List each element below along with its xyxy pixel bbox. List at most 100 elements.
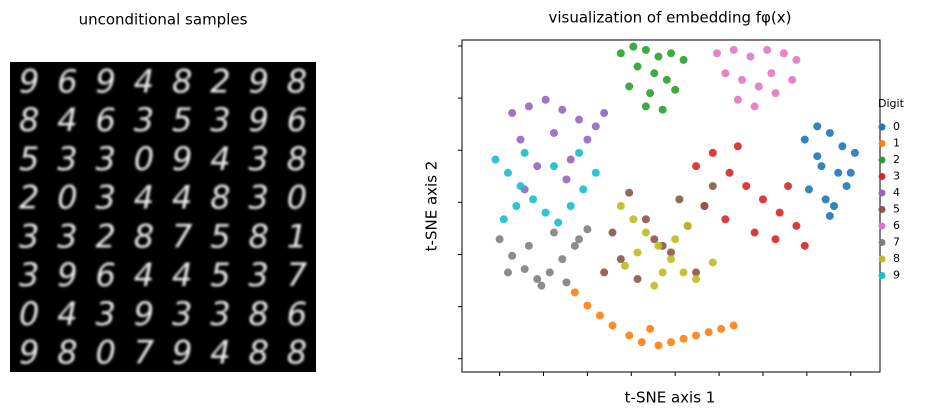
point (524, 102, 533, 111)
point (725, 168, 734, 177)
point (646, 89, 655, 98)
samples-title: unconditional samples (79, 11, 248, 29)
point (646, 324, 655, 333)
point (516, 182, 525, 191)
point (800, 135, 809, 144)
point (495, 235, 504, 244)
point (600, 268, 609, 277)
digit-sample: 3 (95, 295, 115, 333)
digit-sample: 5 (19, 140, 39, 178)
point (508, 251, 517, 260)
legend-marker (878, 206, 886, 213)
point (704, 328, 713, 337)
point (738, 75, 747, 84)
point (591, 122, 600, 131)
point (629, 215, 638, 224)
point (549, 228, 558, 237)
digit-sample: 3 (95, 140, 115, 178)
digit-sample: 5 (210, 217, 230, 255)
point (616, 255, 625, 264)
digit-sample: 8 (248, 334, 268, 372)
digit-sample: 8 (248, 217, 268, 255)
digit-sample: 3 (172, 295, 192, 333)
point (771, 235, 780, 244)
digit-sample: 6 (95, 256, 115, 294)
point (838, 142, 847, 151)
digit-sample: 3 (19, 256, 39, 294)
point (679, 334, 688, 343)
digit-sample: 5 (210, 256, 230, 294)
point (758, 195, 767, 204)
digit-sample: 6 (95, 101, 115, 139)
legend-title: Digit (878, 97, 905, 110)
digit-sample: 8 (172, 62, 192, 100)
point (575, 235, 584, 244)
digit-sample: 4 (134, 179, 154, 217)
point (742, 182, 751, 191)
point (621, 261, 630, 270)
point (779, 49, 788, 58)
point (549, 162, 558, 171)
legend-marker (878, 140, 886, 147)
point (667, 255, 675, 264)
digit-sample: 9 (57, 256, 77, 294)
point (813, 122, 822, 131)
digit-sample: 2 (19, 179, 39, 217)
point (537, 281, 546, 290)
legend-label: 5 (893, 203, 900, 216)
point (503, 268, 512, 277)
point (508, 109, 517, 118)
digit-sample: 8 (248, 295, 268, 333)
point (633, 62, 642, 71)
point (579, 185, 588, 194)
point (583, 225, 592, 234)
digit-sample: 3 (248, 179, 268, 217)
point (825, 211, 834, 220)
digit-sample: 3 (19, 217, 39, 255)
digit-sample: 8 (287, 62, 307, 100)
point (767, 69, 776, 78)
y-axis-label: t-SNE axis 2 (423, 161, 441, 252)
point (846, 168, 855, 177)
point (558, 105, 567, 114)
point (792, 221, 801, 230)
point (549, 128, 558, 137)
point (708, 182, 717, 191)
digit-sample: 3 (134, 101, 154, 139)
digit-sample: 0 (19, 295, 39, 333)
point (570, 241, 579, 250)
digit-sample: 4 (134, 62, 154, 100)
digit-sample: 3 (210, 295, 230, 333)
legend-marker (878, 255, 886, 263)
point (616, 202, 625, 210)
point (792, 55, 801, 64)
point (804, 185, 813, 194)
point (625, 82, 634, 91)
point (692, 331, 701, 340)
point (692, 162, 701, 171)
plot-frame (461, 39, 881, 373)
legend-label: 2 (893, 153, 900, 166)
point (520, 148, 529, 157)
point (545, 268, 554, 277)
legend-marker (878, 173, 886, 180)
legend-marker (878, 239, 886, 246)
point (529, 195, 538, 204)
point (671, 235, 680, 244)
digit-sample: 0 (57, 179, 77, 217)
point (729, 45, 738, 54)
digit-sample: 9 (172, 140, 192, 178)
point (692, 268, 701, 277)
digit-sample: 3 (210, 101, 230, 139)
point (675, 195, 684, 204)
digit-sample: 9 (248, 101, 268, 139)
digit-sample: 3 (57, 217, 77, 255)
legend-label: 1 (893, 137, 900, 150)
point (667, 49, 675, 58)
digit-sample: 2 (95, 217, 115, 255)
x-axis-label: t-SNE axis 1 (625, 389, 716, 407)
point (821, 195, 830, 204)
point (683, 221, 692, 230)
